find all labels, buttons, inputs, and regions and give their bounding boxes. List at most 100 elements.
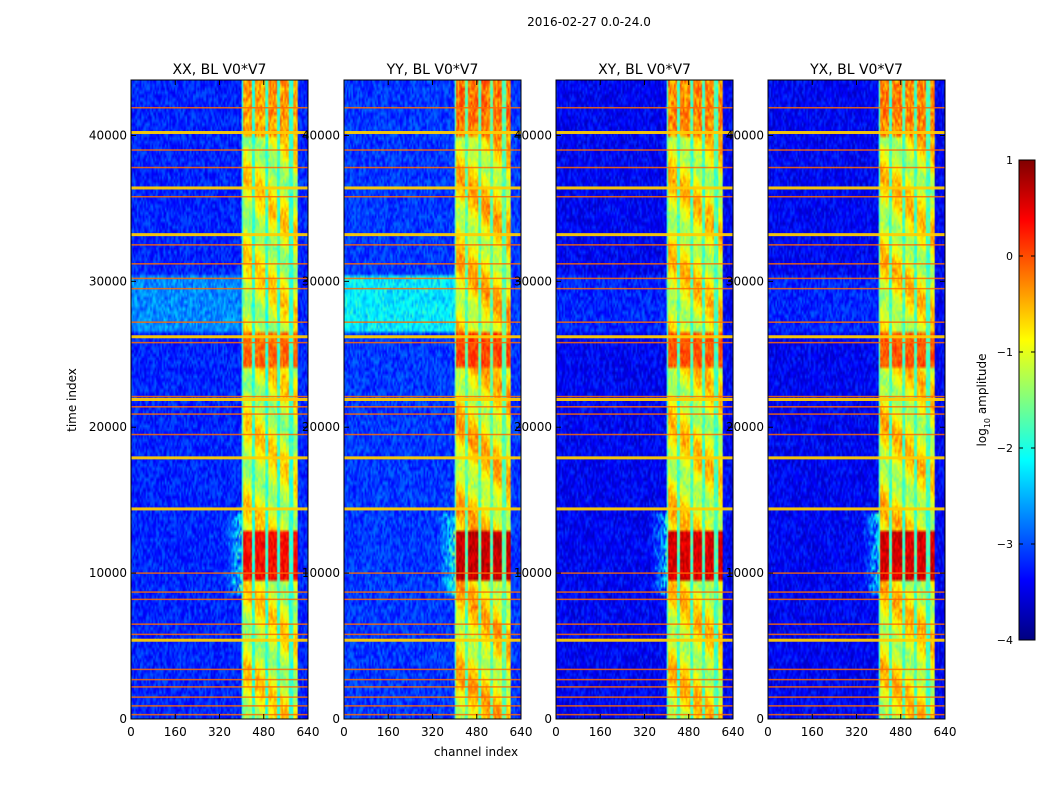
rfi-line — [344, 131, 521, 135]
rfi-line — [768, 321, 945, 323]
rfi-line — [131, 638, 308, 642]
rfi-line — [131, 186, 308, 190]
rfi-line — [344, 705, 521, 707]
x-tick-label: 480 — [465, 725, 488, 739]
panel-3: YX, BL V0*V7 0 160 320 480 640 0 10000 20000 3000… — [726, 62, 957, 739]
rfi-line — [344, 244, 521, 246]
rfi-line — [131, 456, 308, 460]
rfi-line — [556, 287, 733, 290]
rfi-line — [768, 598, 945, 601]
x-tick-label: 640 — [297, 725, 320, 739]
rfi-line — [344, 195, 521, 198]
y-tick-label: 20000 — [514, 420, 552, 434]
y-tick-label: 30000 — [514, 274, 552, 288]
rfi-line — [344, 341, 521, 344]
x-axis-label: channel index — [434, 745, 518, 759]
rfi-line — [344, 572, 521, 574]
rfi-line — [344, 149, 521, 151]
rfi-line — [344, 233, 521, 237]
x-tick-label: 640 — [510, 725, 533, 739]
rfi-line — [344, 335, 521, 339]
x-tick-label: 640 — [722, 725, 745, 739]
colorbar-gradient — [1018, 159, 1036, 641]
rfi-line — [556, 244, 733, 246]
x-tick-label: 320 — [421, 725, 444, 739]
x-tick-label: 320 — [208, 725, 231, 739]
rfi-line — [131, 686, 308, 688]
rfi-line — [768, 638, 945, 642]
rfi-line — [131, 341, 308, 344]
panel-title: XY, BL V0*V7 — [598, 62, 691, 78]
rfi-line — [768, 413, 945, 415]
rfi-line — [131, 398, 308, 401]
rfi-line — [768, 186, 945, 190]
rfi-line — [556, 633, 733, 636]
rfi-line — [131, 244, 308, 246]
rfi-line — [556, 413, 733, 415]
colorbar-label: log10 amplitude — [975, 354, 992, 447]
rfi-line — [344, 696, 521, 698]
colorbar-tick-label: 1 — [1006, 154, 1013, 167]
rfi-line — [131, 591, 308, 593]
rfi-line — [768, 572, 945, 574]
rfi-line — [344, 263, 521, 265]
x-tick-label: 160 — [801, 725, 824, 739]
rfi-line — [131, 106, 308, 109]
rfi-line — [556, 696, 733, 698]
y-tick-label: 10000 — [726, 566, 764, 580]
y-tick-label: 0 — [332, 712, 340, 726]
panel-1: YY, BL V0*V7 0 160 320 480 640 0 10000 20000 3000… — [302, 62, 533, 739]
x-tick-label: 160 — [164, 725, 187, 739]
panel-2: XY, BL V0*V7 0 160 320 480 640 0 10000 20000 3000… — [514, 62, 745, 739]
rfi-line — [768, 686, 945, 688]
rfi-line — [131, 696, 308, 698]
y-tick-label: 0 — [119, 712, 127, 726]
rfi-line — [556, 406, 733, 408]
rfi-line — [344, 166, 521, 169]
y-tick-label: 10000 — [89, 566, 127, 580]
rfi-line — [131, 598, 308, 601]
rfi-line — [131, 705, 308, 707]
rfi-line — [344, 507, 521, 511]
rfi-line — [131, 277, 308, 280]
rfi-line — [556, 233, 733, 237]
rfi-line — [768, 406, 945, 408]
rfi-line — [768, 678, 945, 681]
rfi-line — [344, 668, 521, 671]
rfi-line — [768, 244, 945, 246]
rfi-line — [768, 195, 945, 198]
rfi-line — [556, 678, 733, 681]
rfi-line — [556, 186, 733, 190]
rfi-line — [344, 456, 521, 460]
x-tick-label: 480 — [677, 725, 700, 739]
rfi-line — [344, 287, 521, 290]
rfi-line — [556, 195, 733, 198]
x-tick-label: 480 — [252, 725, 275, 739]
rfi-line — [131, 195, 308, 198]
figure-suptitle: 2016-02-27 0.0-24.0 — [527, 15, 651, 29]
y-tick-label: 0 — [544, 712, 552, 726]
rfi-line — [556, 131, 733, 135]
rfi-line — [556, 456, 733, 460]
rfi-line — [344, 686, 521, 688]
x-tick-label: 320 — [633, 725, 656, 739]
rfi-line — [344, 106, 521, 109]
rfi-line — [131, 166, 308, 169]
rfi-line — [768, 633, 945, 636]
y-tick-label: 10000 — [514, 566, 552, 580]
rfi-line — [768, 668, 945, 671]
rfi-line — [131, 149, 308, 151]
rfi-line — [131, 406, 308, 408]
y-tick-label: 10000 — [302, 566, 340, 580]
rfi-line — [556, 623, 733, 625]
rfi-line — [131, 572, 308, 574]
rfi-line — [556, 572, 733, 574]
panels-group: XX, BL V0*V7 0 160 320 480 640 0 10000 20000 3000… — [89, 62, 957, 739]
panel-title: XX, BL V0*V7 — [173, 62, 267, 78]
rfi-line — [768, 263, 945, 265]
rfi-line — [768, 166, 945, 169]
y-tick-label: 20000 — [89, 420, 127, 434]
rfi-line — [768, 507, 945, 511]
rfi-line — [131, 413, 308, 415]
